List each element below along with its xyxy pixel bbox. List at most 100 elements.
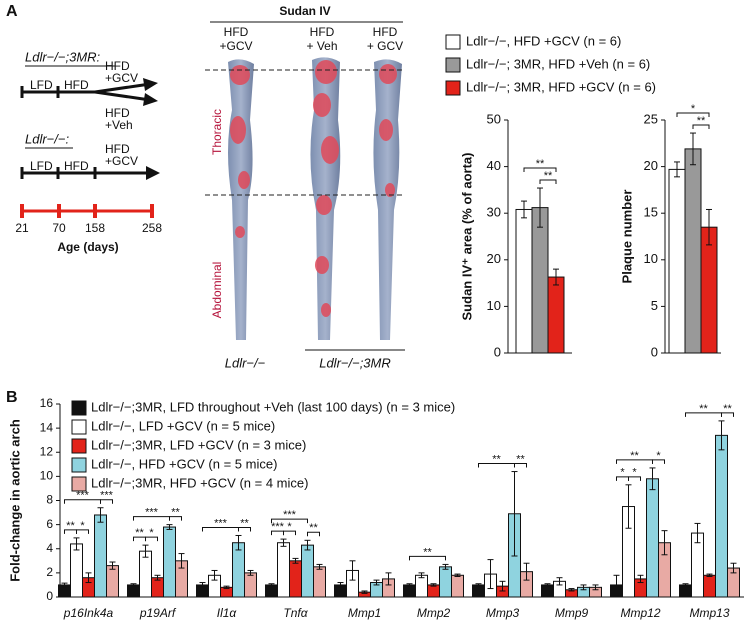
x-tick-label: Mmp13 <box>689 606 729 620</box>
column-label: HFD <box>310 25 335 39</box>
arrow-head <box>143 93 158 106</box>
bar <box>289 560 302 598</box>
error-bar <box>511 471 518 557</box>
y-tick-label: 10 <box>40 469 54 483</box>
error-bar <box>706 573 713 577</box>
error-bar <box>73 537 80 551</box>
age-label: 158 <box>85 221 105 235</box>
column-label: HFD <box>224 25 249 39</box>
arrow-head <box>146 166 160 180</box>
error-bar <box>349 560 356 581</box>
y-tick-label: 16 <box>40 396 54 410</box>
legend-label: Ldlr−/−;3MR, HFD +GCV (n = 4 mice) <box>91 475 308 490</box>
significance-label: *** <box>76 490 90 502</box>
bar <box>547 276 565 354</box>
x-tick-label: p19Arf <box>139 606 177 620</box>
y-tick-label: 12 <box>40 444 54 458</box>
x-tick-label: Mmp3 <box>486 606 520 620</box>
column-label: +GCV <box>219 39 252 53</box>
phase-label: LFD <box>30 78 53 92</box>
bar <box>700 226 718 354</box>
y-axis-label: Plaque number <box>619 190 634 284</box>
error-bar <box>211 569 218 581</box>
significance-bracket <box>685 412 722 417</box>
y-tick-label: 50 <box>487 111 501 126</box>
error-bar <box>268 583 275 587</box>
bar <box>541 584 554 598</box>
error-bar <box>553 268 559 286</box>
error-bar <box>613 574 620 596</box>
bar <box>277 542 290 598</box>
arrow <box>94 90 151 102</box>
legend-swatch <box>71 400 87 416</box>
legend-swatch <box>71 438 87 454</box>
y-tick-label: 14 <box>40 420 54 434</box>
significance-label: * <box>287 521 292 533</box>
region-label: Abdominal <box>210 262 224 319</box>
column-label: + Veh <box>306 39 337 53</box>
significance-bracket <box>145 536 158 542</box>
y-axis-label: Sudan IV⁺ area (% of aorta) <box>459 153 474 321</box>
significance-label: ** <box>240 517 249 529</box>
y-tick-label: 2 <box>46 565 53 579</box>
legend-swatch <box>71 457 87 473</box>
legend-label: Ldlr−/−; 3MR, HFD +Veh (n = 6) <box>466 56 650 71</box>
error-bar <box>442 563 449 570</box>
genotype-label: Ldlr−/−;3MR <box>319 355 391 370</box>
significance-label: ** <box>309 522 318 534</box>
significance-label: ** <box>66 520 75 532</box>
error-bar <box>154 574 161 581</box>
significance-label: *** <box>214 517 228 529</box>
x-tick-label: Mmp9 <box>555 606 589 620</box>
bar <box>232 542 245 598</box>
significance-label: * <box>656 450 661 462</box>
error-bar <box>592 584 599 591</box>
significance-bracket <box>133 516 170 521</box>
error-bar <box>661 530 668 556</box>
legend-swatch <box>71 476 87 492</box>
significance-label: ** <box>630 450 639 462</box>
error-bar <box>337 582 344 588</box>
significance-label: * <box>149 527 154 539</box>
significance-label: * <box>620 467 625 479</box>
significance-label: ** <box>171 507 180 519</box>
legend-label: Ldlr−/−, HFD +GCV (n = 6) <box>466 33 621 48</box>
x-tick-label: Mmp2 <box>417 606 451 620</box>
axis-title: Age (days) <box>57 240 118 254</box>
phase-label: HFD <box>105 142 130 156</box>
column-label: + GCV <box>367 39 403 53</box>
error-bar <box>682 583 689 587</box>
error-bar <box>166 524 173 530</box>
legend-label: Ldlr−/−, HFD +GCV (n = 5 mice) <box>91 456 277 471</box>
error-bar <box>130 583 137 587</box>
error-bar <box>235 534 242 551</box>
error-bar <box>454 573 461 577</box>
bar <box>301 544 314 598</box>
significance-label: ** <box>697 115 706 127</box>
error-bar <box>718 420 725 451</box>
error-bar <box>385 572 392 586</box>
bar <box>427 584 440 598</box>
significance-label: *** <box>271 521 285 533</box>
group-title: Ldlr−/−;3MR: <box>25 49 101 64</box>
significance-label: *** <box>145 507 159 519</box>
significance-bracket <box>202 526 239 532</box>
x-tick-label: p16Ink4a <box>63 606 114 620</box>
bar <box>106 565 119 598</box>
significance-bracket <box>628 476 641 481</box>
legend-swatch <box>445 57 461 73</box>
y-tick-label: 30 <box>487 205 501 220</box>
error-bar <box>521 200 527 219</box>
error-bar <box>418 572 425 579</box>
bar <box>94 514 107 598</box>
significance-bracket <box>64 499 101 504</box>
y-tick-label: 6 <box>46 517 53 531</box>
error-bar <box>487 559 494 590</box>
error-bar <box>637 574 644 584</box>
y-tick-label: 5 <box>651 298 658 313</box>
error-bar <box>178 553 185 569</box>
timeline-diagram <box>20 78 160 213</box>
significance-bracket <box>283 530 296 536</box>
bar <box>646 478 659 598</box>
bar <box>244 572 257 598</box>
